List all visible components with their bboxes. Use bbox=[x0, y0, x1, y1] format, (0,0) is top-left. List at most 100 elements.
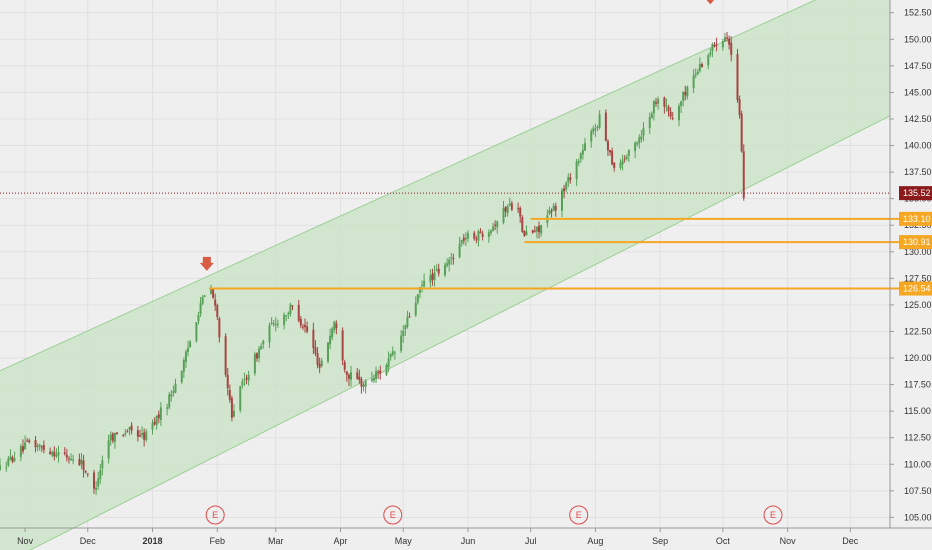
price-tick-label: 117.50 bbox=[904, 380, 931, 390]
price-tags: 135.52 126.54 133.10 130.91 bbox=[899, 186, 932, 296]
candle-body bbox=[433, 272, 436, 280]
candle-body bbox=[174, 383, 177, 393]
candle-body bbox=[579, 153, 582, 159]
candle-body bbox=[362, 384, 365, 387]
candle-body bbox=[113, 433, 116, 442]
candle-body bbox=[49, 451, 52, 455]
candle-body bbox=[228, 390, 231, 400]
candle-body bbox=[377, 372, 380, 374]
time-axis[interactable]: Nov Dec 2018 Feb Mar Apr May Jun Jul Aug Sep Oct Nov… bbox=[17, 528, 859, 546]
candle-body bbox=[684, 91, 687, 96]
candle-body bbox=[111, 433, 114, 441]
level-price-tag: 126.54 bbox=[903, 284, 931, 294]
candle-body bbox=[517, 208, 520, 210]
candle-body bbox=[157, 414, 160, 419]
candle-body bbox=[335, 323, 338, 329]
earnings-label: E bbox=[770, 510, 776, 520]
candle-body bbox=[418, 287, 421, 293]
candle-body bbox=[153, 421, 156, 425]
level-price-tag: 133.10 bbox=[903, 214, 931, 224]
candle-body bbox=[333, 321, 336, 330]
candle-body bbox=[464, 237, 467, 240]
price-tick-label: 112.50 bbox=[904, 433, 931, 443]
candle-body bbox=[197, 314, 200, 322]
candle-body bbox=[431, 273, 434, 280]
down-arrow-icon bbox=[199, 256, 214, 271]
candle-body bbox=[590, 131, 593, 142]
time-tick-label: Dec bbox=[842, 536, 859, 546]
candle-body bbox=[548, 209, 551, 214]
price-tick-label: 115.00 bbox=[904, 406, 931, 416]
candle-body bbox=[552, 205, 555, 212]
candle-body bbox=[42, 445, 45, 450]
candle-body bbox=[126, 431, 129, 433]
candle-body bbox=[594, 128, 597, 130]
candle-body bbox=[316, 353, 319, 365]
candle-body bbox=[682, 91, 685, 101]
candle-body bbox=[563, 188, 566, 192]
candle-body bbox=[680, 101, 683, 106]
price-axis[interactable]: 105.00 107.50 110.00 112.50 115.00 117.50 120.… bbox=[890, 8, 932, 523]
candle-body bbox=[707, 55, 710, 66]
candle-body bbox=[53, 451, 56, 457]
candle-body bbox=[686, 86, 689, 97]
candle-body bbox=[437, 268, 440, 274]
candle-body bbox=[648, 117, 651, 128]
candle-body bbox=[611, 150, 614, 165]
candle-body bbox=[492, 226, 495, 231]
time-tick-label: Nov bbox=[17, 536, 34, 546]
candle-body bbox=[297, 304, 300, 321]
candle-body bbox=[109, 434, 112, 441]
candle-body bbox=[168, 394, 171, 408]
candle-body bbox=[379, 370, 382, 374]
candle-body bbox=[510, 203, 513, 210]
candle-body bbox=[84, 470, 87, 473]
candle-body bbox=[444, 264, 446, 276]
candle-body bbox=[709, 52, 712, 55]
candle-body bbox=[581, 149, 584, 155]
candle-body bbox=[258, 348, 261, 358]
candle-body bbox=[370, 378, 373, 381]
candle-body bbox=[416, 294, 419, 303]
candlesticks bbox=[0, 32, 745, 496]
price-tick-label: 140.00 bbox=[904, 141, 932, 151]
candle-body bbox=[86, 473, 89, 475]
earnings-icon bbox=[763, 505, 783, 525]
candle-body bbox=[268, 325, 271, 343]
candle-body bbox=[329, 335, 332, 345]
candle-body bbox=[36, 446, 39, 448]
candle-body bbox=[34, 440, 37, 448]
candle-body bbox=[7, 458, 10, 466]
candle-body bbox=[421, 285, 424, 287]
candle-body bbox=[122, 434, 125, 436]
candle-body bbox=[519, 207, 522, 217]
candle-body bbox=[726, 37, 729, 39]
candle-body bbox=[347, 374, 350, 379]
time-tick-label: Feb bbox=[210, 536, 226, 546]
candle-body bbox=[523, 230, 526, 236]
candle-body bbox=[38, 444, 41, 447]
channel-upper-line bbox=[0, 0, 817, 372]
candle-body bbox=[473, 232, 476, 239]
price-tick-label: 130.00 bbox=[904, 247, 932, 257]
candle-body bbox=[170, 394, 173, 397]
candle-body bbox=[728, 38, 731, 45]
candle-body bbox=[216, 305, 219, 317]
earnings-label: E bbox=[576, 510, 582, 520]
candle-body bbox=[115, 432, 118, 434]
candle-body bbox=[554, 205, 557, 211]
price-tick-label: 127.50 bbox=[904, 273, 932, 283]
candle-body bbox=[408, 316, 411, 318]
candle-body bbox=[613, 162, 616, 169]
candle-body bbox=[11, 457, 14, 463]
candle-body bbox=[0, 465, 1, 471]
candle-body bbox=[239, 386, 242, 411]
candle-body bbox=[182, 360, 185, 372]
candle-body bbox=[448, 259, 451, 265]
candle-body bbox=[274, 324, 277, 326]
candle-body bbox=[494, 224, 497, 226]
candle-body bbox=[569, 177, 572, 180]
candle-body bbox=[345, 371, 348, 375]
candle-body bbox=[301, 326, 304, 328]
